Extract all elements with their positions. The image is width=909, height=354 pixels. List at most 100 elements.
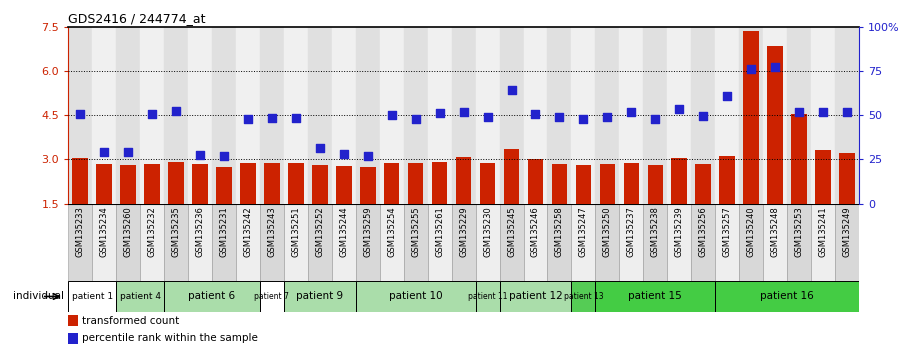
Bar bbox=[575, 165, 591, 204]
Bar bbox=[192, 164, 208, 204]
Text: GSM135235: GSM135235 bbox=[172, 206, 181, 257]
Text: GSM135256: GSM135256 bbox=[699, 206, 708, 257]
Bar bbox=[644, 27, 667, 204]
Bar bbox=[595, 281, 715, 312]
Point bbox=[648, 117, 663, 122]
Bar bbox=[500, 27, 524, 204]
Text: GSM135238: GSM135238 bbox=[651, 206, 660, 257]
Bar bbox=[73, 158, 88, 204]
Bar bbox=[839, 153, 854, 204]
Bar bbox=[236, 204, 260, 281]
Bar bbox=[715, 27, 739, 204]
Text: individual: individual bbox=[13, 291, 64, 302]
Bar bbox=[116, 27, 140, 204]
Text: patient 11: patient 11 bbox=[468, 292, 507, 301]
Text: GSM135251: GSM135251 bbox=[292, 206, 300, 257]
Bar bbox=[547, 27, 572, 204]
Bar bbox=[764, 27, 787, 204]
Bar bbox=[455, 157, 472, 204]
Bar bbox=[168, 162, 184, 204]
Text: GSM135253: GSM135253 bbox=[794, 206, 804, 257]
Text: percentile rank within the sample: percentile rank within the sample bbox=[82, 333, 258, 343]
Bar bbox=[427, 204, 452, 281]
Bar bbox=[380, 204, 404, 281]
Point bbox=[720, 93, 734, 99]
Point bbox=[576, 117, 591, 122]
Bar bbox=[500, 281, 572, 312]
Text: GSM135261: GSM135261 bbox=[435, 206, 445, 257]
Bar bbox=[164, 27, 188, 204]
Text: GSM135236: GSM135236 bbox=[195, 206, 205, 257]
Bar bbox=[284, 204, 308, 281]
Text: GSM135247: GSM135247 bbox=[579, 206, 588, 257]
Text: GSM135242: GSM135242 bbox=[244, 206, 253, 257]
Bar bbox=[715, 204, 739, 281]
Bar bbox=[504, 149, 519, 204]
Text: GSM135249: GSM135249 bbox=[843, 206, 852, 257]
Bar bbox=[188, 204, 212, 281]
Point bbox=[97, 149, 112, 155]
Bar bbox=[288, 163, 304, 204]
Text: GSM135259: GSM135259 bbox=[364, 206, 372, 257]
Bar bbox=[475, 204, 500, 281]
Bar bbox=[811, 27, 835, 204]
Text: patient 6: patient 6 bbox=[188, 291, 235, 302]
Bar bbox=[216, 167, 232, 204]
Bar bbox=[715, 281, 859, 312]
Bar bbox=[644, 204, 667, 281]
Bar bbox=[547, 204, 572, 281]
Bar bbox=[68, 204, 92, 281]
Bar bbox=[835, 27, 859, 204]
Bar bbox=[284, 281, 355, 312]
Point bbox=[504, 87, 519, 93]
Text: GSM135246: GSM135246 bbox=[531, 206, 540, 257]
Text: GSM135254: GSM135254 bbox=[387, 206, 396, 257]
Bar bbox=[619, 27, 644, 204]
Bar bbox=[452, 27, 475, 204]
Bar bbox=[360, 167, 375, 204]
Bar bbox=[572, 204, 595, 281]
Bar bbox=[240, 163, 255, 204]
Bar bbox=[380, 27, 404, 204]
Bar bbox=[355, 204, 380, 281]
Bar bbox=[92, 204, 116, 281]
Bar bbox=[667, 27, 691, 204]
Bar bbox=[92, 27, 116, 204]
Point bbox=[840, 109, 854, 114]
Bar bbox=[739, 27, 764, 204]
Point bbox=[145, 111, 159, 116]
Text: GSM135233: GSM135233 bbox=[75, 206, 85, 257]
Bar bbox=[524, 204, 547, 281]
Bar bbox=[312, 165, 327, 204]
Point bbox=[744, 67, 758, 72]
Bar bbox=[647, 165, 663, 204]
Point bbox=[528, 111, 543, 116]
Text: GSM135250: GSM135250 bbox=[603, 206, 612, 257]
Point bbox=[792, 109, 806, 114]
Point bbox=[361, 153, 375, 159]
Bar bbox=[308, 27, 332, 204]
Text: GSM135257: GSM135257 bbox=[723, 206, 732, 257]
Bar bbox=[265, 163, 280, 204]
Bar bbox=[835, 204, 859, 281]
Text: transformed count: transformed count bbox=[82, 316, 179, 326]
Point bbox=[552, 114, 566, 119]
Bar bbox=[764, 204, 787, 281]
Bar bbox=[572, 281, 595, 312]
Bar bbox=[260, 204, 284, 281]
Bar bbox=[68, 27, 92, 204]
Text: patient 1: patient 1 bbox=[72, 292, 113, 301]
Bar bbox=[140, 204, 164, 281]
Point bbox=[216, 154, 231, 159]
Bar bbox=[408, 163, 424, 204]
Bar bbox=[691, 27, 715, 204]
Bar bbox=[792, 114, 807, 204]
Point bbox=[121, 149, 135, 155]
Point bbox=[624, 109, 639, 115]
Bar bbox=[480, 163, 495, 204]
Bar bbox=[667, 204, 691, 281]
Text: GSM135229: GSM135229 bbox=[459, 206, 468, 257]
Point bbox=[73, 111, 87, 116]
Text: patient 16: patient 16 bbox=[760, 291, 814, 302]
Text: GSM135248: GSM135248 bbox=[771, 206, 780, 257]
